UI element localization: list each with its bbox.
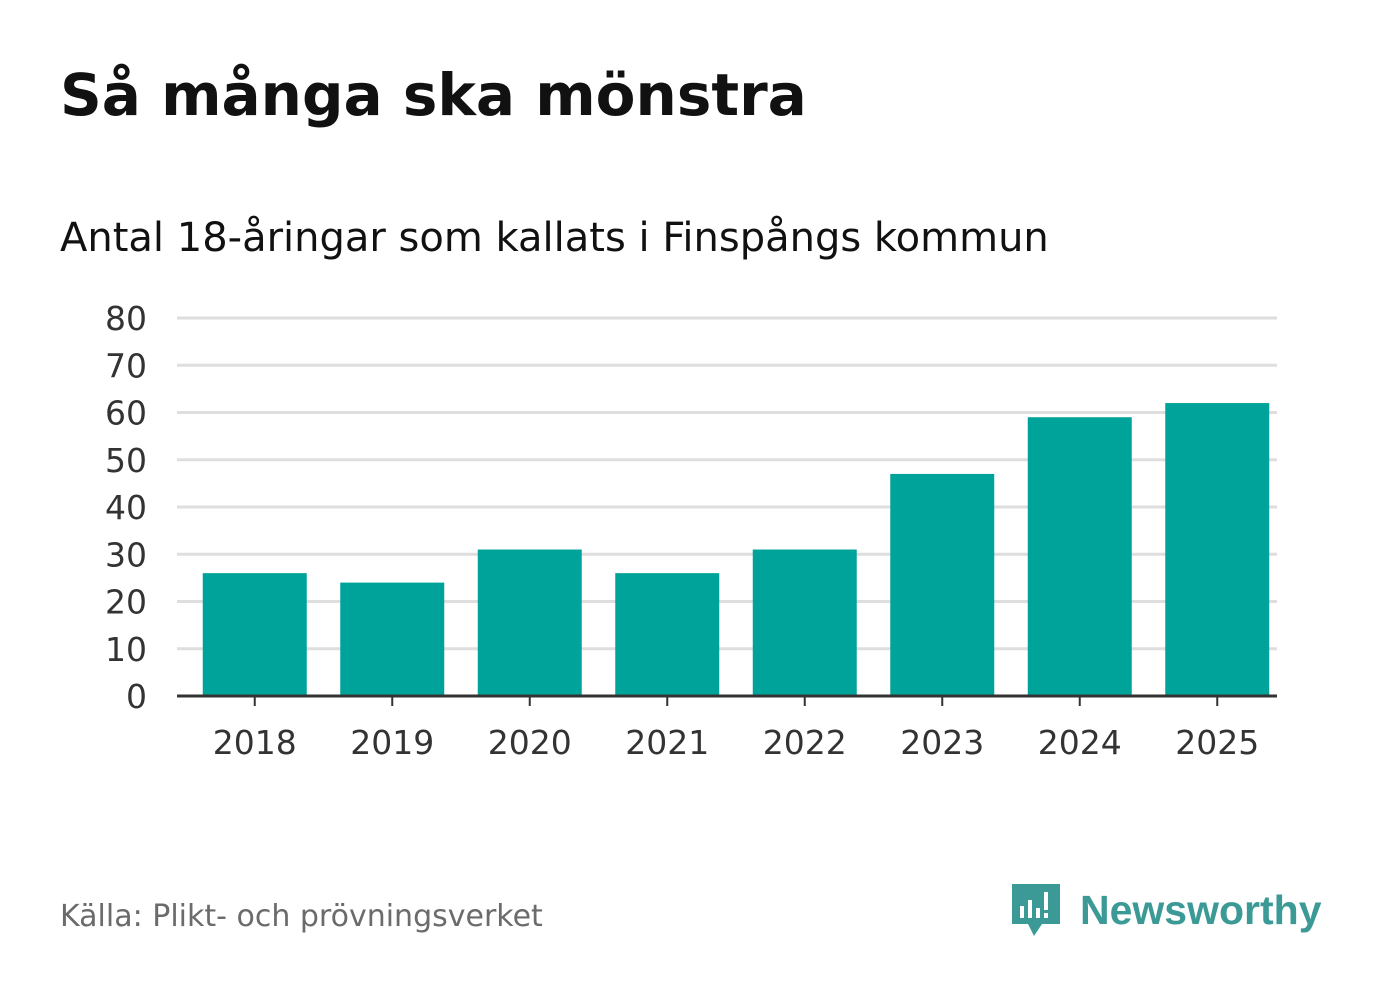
y-tick-label: 80 — [105, 299, 147, 338]
brand-name: Newsworthy — [1080, 886, 1322, 933]
y-tick-label: 30 — [105, 535, 147, 574]
bar — [752, 549, 857, 696]
y-tick-label: 20 — [105, 583, 147, 622]
x-tick-label: 2024 — [1038, 723, 1122, 762]
x-tick-label: 2023 — [900, 723, 984, 762]
x-tick-label: 2021 — [625, 723, 709, 762]
bar — [202, 573, 307, 696]
chart-subtitle: Antal 18-åringar som kallats i Finspångs… — [60, 215, 1049, 261]
x-tick-label: 2020 — [488, 723, 572, 762]
y-tick-label: 60 — [105, 394, 147, 433]
newsworthy-logo[interactable]: Newsworthy — [1008, 880, 1322, 940]
y-tick-label: 40 — [105, 488, 147, 527]
x-tick-label: 2018 — [213, 723, 297, 762]
y-tick-label: 50 — [105, 441, 147, 480]
y-tick-label: 0 — [126, 677, 147, 716]
bar — [340, 582, 445, 696]
bar — [890, 473, 995, 696]
y-tick-label: 10 — [105, 630, 147, 669]
x-tick-label: 2025 — [1175, 723, 1259, 762]
newsworthy-logo-icon — [1012, 884, 1060, 936]
bar — [477, 549, 582, 696]
bar — [1027, 417, 1132, 696]
bar — [1165, 403, 1270, 696]
x-tick-label: 2022 — [763, 723, 847, 762]
bar — [615, 573, 720, 696]
chart-title: Så många ska mönstra — [60, 61, 807, 129]
y-tick-label: 70 — [105, 346, 147, 385]
source-note: Källa: Plikt- och prövningsverket — [60, 899, 543, 934]
x-tick-label: 2019 — [350, 723, 434, 762]
